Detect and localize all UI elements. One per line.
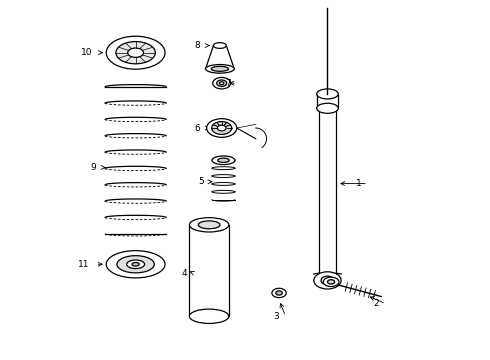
Ellipse shape	[213, 77, 231, 89]
Ellipse shape	[132, 262, 139, 266]
Ellipse shape	[218, 125, 226, 131]
Ellipse shape	[272, 288, 286, 298]
Ellipse shape	[323, 277, 339, 287]
Text: 2: 2	[374, 299, 379, 308]
Text: 5: 5	[198, 177, 204, 186]
Ellipse shape	[214, 42, 226, 48]
Ellipse shape	[190, 309, 229, 323]
Ellipse shape	[218, 158, 229, 162]
Ellipse shape	[116, 41, 155, 64]
Ellipse shape	[276, 291, 282, 295]
Text: 7: 7	[225, 79, 231, 88]
Text: 11: 11	[77, 260, 89, 269]
Ellipse shape	[217, 80, 227, 86]
Ellipse shape	[126, 260, 145, 269]
Ellipse shape	[327, 280, 335, 284]
Ellipse shape	[106, 251, 165, 278]
Ellipse shape	[205, 64, 234, 73]
Ellipse shape	[317, 89, 338, 99]
Text: 4: 4	[182, 269, 188, 278]
Ellipse shape	[212, 122, 232, 134]
Ellipse shape	[321, 276, 334, 285]
Ellipse shape	[128, 48, 144, 57]
Bar	[317, 94, 338, 108]
Bar	[190, 225, 229, 316]
Ellipse shape	[190, 218, 229, 232]
Ellipse shape	[317, 103, 338, 113]
Text: 6: 6	[195, 123, 200, 132]
Ellipse shape	[198, 221, 220, 229]
Bar	[318, 94, 337, 273]
Ellipse shape	[207, 119, 237, 137]
Ellipse shape	[212, 156, 235, 165]
Text: 1: 1	[356, 179, 362, 188]
Text: 3: 3	[273, 312, 279, 321]
Text: 9: 9	[91, 163, 96, 172]
Ellipse shape	[220, 82, 224, 85]
Ellipse shape	[117, 256, 154, 273]
Text: 10: 10	[81, 48, 93, 57]
Ellipse shape	[106, 36, 165, 69]
Ellipse shape	[211, 66, 228, 71]
Ellipse shape	[314, 272, 341, 289]
Text: 8: 8	[195, 41, 200, 50]
